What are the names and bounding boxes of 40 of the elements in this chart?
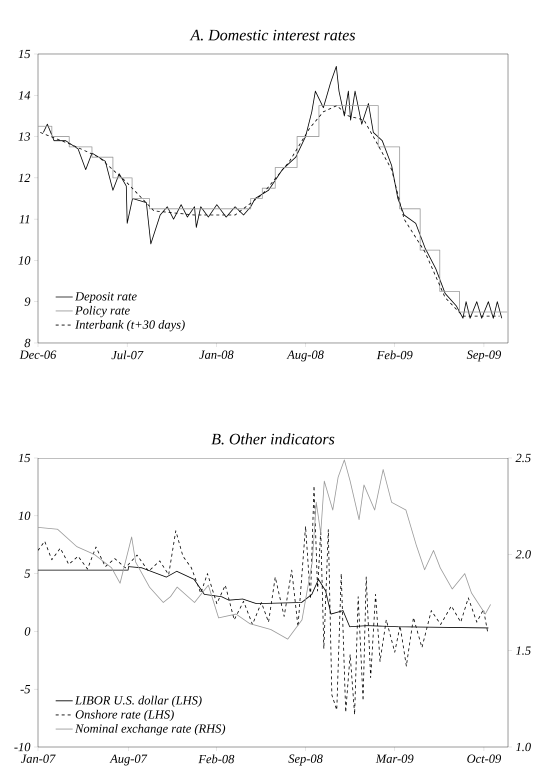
x-tick-label: Sep-09 [466,350,502,362]
y-tick-label: 14 [18,91,30,100]
x-tick-label: Aug-08 [286,350,324,362]
legend-label: Interbank (t+30 days) [75,320,185,332]
x-tick-label: Jul-07 [111,350,144,360]
legend-label: Policy rate [75,306,130,318]
x-tick-label: Feb-09 [376,350,413,360]
y-tick-label: 15 [18,50,30,58]
x-tick-label: Aug-07 [110,754,148,766]
y-tick-label: 9 [24,298,30,306]
y-tick-label: 0 [24,627,30,636]
y-tick-label: -5 [20,685,30,694]
y2-tick-label: 2.5 [516,454,531,462]
x-tick-label: Mar-09 [376,754,414,763]
y-tick-label: 11 [19,215,30,224]
y2-tick-label: 2.0 [516,550,531,559]
legend-label: Onshore rate (LHS) [76,710,174,722]
chart-title: B. Other indicators [211,433,334,445]
legend-label: Deposit rate [74,292,137,304]
y-tick-label: 10 [18,512,30,520]
line-series [42,66,502,319]
y2-tick-label: 1.0 [516,742,531,752]
y-tick-label: 13 [18,132,30,141]
y-tick-label: 8 [24,338,30,348]
y-tick-label: 15 [18,454,30,462]
y-tick-label: 12 [18,174,30,182]
y-tick-label: 5 [24,569,30,578]
x-tick-label: Feb-08 [198,754,234,764]
x-tick-label: Jan-07 [20,754,56,763]
legend-label: Nominal exchange rate (RHS) [74,724,226,736]
x-tick-label: Dec-06 [20,350,56,359]
x-tick-label: Jan-08 [199,350,234,359]
x-tick-label: Oct-09 [467,754,502,763]
x-tick-label: Sep-08 [288,754,323,766]
y-tick-label: 10 [18,256,30,265]
legend-label: LIBOR U.S. dollar (LHS) [74,696,202,708]
y-tick-label: -10 [14,742,30,752]
y2-tick-label: 1.5 [516,646,531,655]
chart-title: A. Domestic interest rates [190,30,356,41]
line-series [38,460,492,640]
